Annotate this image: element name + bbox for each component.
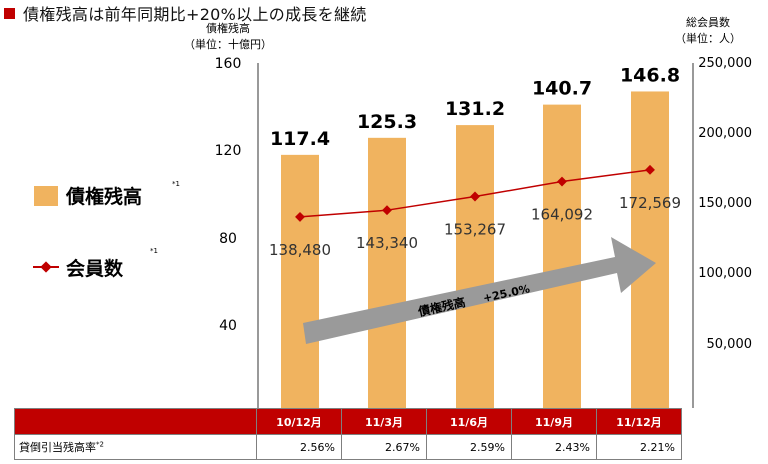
- left-tick-label: 160: [215, 56, 242, 72]
- bar: [631, 91, 669, 408]
- row-label-note: *2: [96, 440, 104, 449]
- line-value-label: 164,092: [531, 206, 593, 224]
- line-point: [470, 191, 480, 202]
- line-point: [557, 176, 567, 187]
- legend-bar-label: 債権残高: [65, 185, 142, 208]
- line-value-label: 153,267: [444, 220, 506, 238]
- table-cell: 2.59%: [426, 434, 512, 460]
- line-value-label: 172,569: [619, 194, 681, 212]
- line-point: [295, 211, 305, 222]
- right-tick-label: 150,000: [698, 196, 752, 211]
- bar: [281, 154, 319, 408]
- labels-layer: 117.4 125.3 131.2 140.7 146.8 138,480 143,340 1…: [269, 64, 681, 258]
- table-cell: 2.43%: [511, 434, 597, 460]
- legend-line-note: *1: [150, 247, 158, 255]
- right-tick-label: 200,000: [698, 126, 752, 141]
- line-layer: [295, 164, 655, 222]
- left-tick-label: 80: [219, 231, 237, 247]
- title-bullet-icon: [4, 7, 15, 19]
- right-tick-label: 50,000: [707, 337, 753, 352]
- line-point: [382, 205, 392, 216]
- combo-chart: 債権残高 （単位：十億円） 総会員数 （単位：人） 160 120 80 40 …: [33, 15, 753, 408]
- row-label-text: 貸倒引当残高率: [19, 441, 96, 454]
- bar-value-label: 131.2: [445, 98, 505, 120]
- right-tick-label: 250,000: [698, 56, 752, 71]
- line-point: [645, 164, 655, 175]
- left-axis-unit: （単位：十億円）: [184, 37, 272, 51]
- table-row: 貸倒引当残高率*2 2.56% 2.67% 2.59% 2.43% 2.21%: [14, 434, 682, 460]
- line-value-label: 143,340: [356, 234, 418, 252]
- bar: [543, 104, 581, 408]
- bar-value-label: 117.4: [270, 128, 330, 150]
- bar-value-label: 125.3: [357, 111, 417, 133]
- rate-table: 10/12月 11/3月 11/6月 11/9月 11/12月 貸倒引当残高率*…: [14, 408, 682, 460]
- growth-arrow-shape: [303, 237, 656, 344]
- line-value-label: 138,480: [269, 241, 331, 259]
- table-header-cell: 11/12月: [596, 408, 682, 435]
- bar: [368, 137, 406, 408]
- table-header-blank: [14, 408, 257, 435]
- right-tick-label: 100,000: [698, 266, 752, 281]
- right-axis-unit: （単位：人）: [675, 31, 741, 45]
- table-header-cell: 11/9月: [511, 408, 597, 435]
- table-header-cell: 11/6月: [426, 408, 512, 435]
- legend-line-label: 会員数: [66, 257, 124, 280]
- page-title: 債権残高は前年同期比+20%以上の成長を継続: [23, 5, 367, 24]
- left-tick-label: 40: [219, 318, 237, 334]
- title-row: 債権残高は前年同期比+20%以上の成長を継続: [4, 2, 367, 24]
- left-axis-title: 債権残高: [206, 21, 250, 35]
- legend-bar-swatch: [34, 186, 58, 206]
- table-header-row: 10/12月 11/3月 11/6月 11/9月 11/12月: [14, 408, 682, 435]
- table-cell: 2.21%: [596, 434, 682, 460]
- legend-line-marker: [40, 261, 52, 273]
- legend-bar-note: *1: [172, 180, 180, 188]
- table-header-cell: 11/3月: [341, 408, 427, 435]
- table-cell: 2.67%: [341, 434, 427, 460]
- bar-value-label: 146.8: [620, 64, 680, 86]
- table-header-cell: 10/12月: [256, 408, 342, 435]
- left-tick-label: 120: [215, 143, 242, 159]
- bars-layer: [281, 91, 669, 408]
- bar: [456, 125, 494, 408]
- right-axis-title: 総会員数: [686, 15, 730, 29]
- bar-value-label: 140.7: [532, 78, 592, 100]
- table-cell: 2.56%: [256, 434, 342, 460]
- table-row-label: 貸倒引当残高率*2: [14, 434, 257, 460]
